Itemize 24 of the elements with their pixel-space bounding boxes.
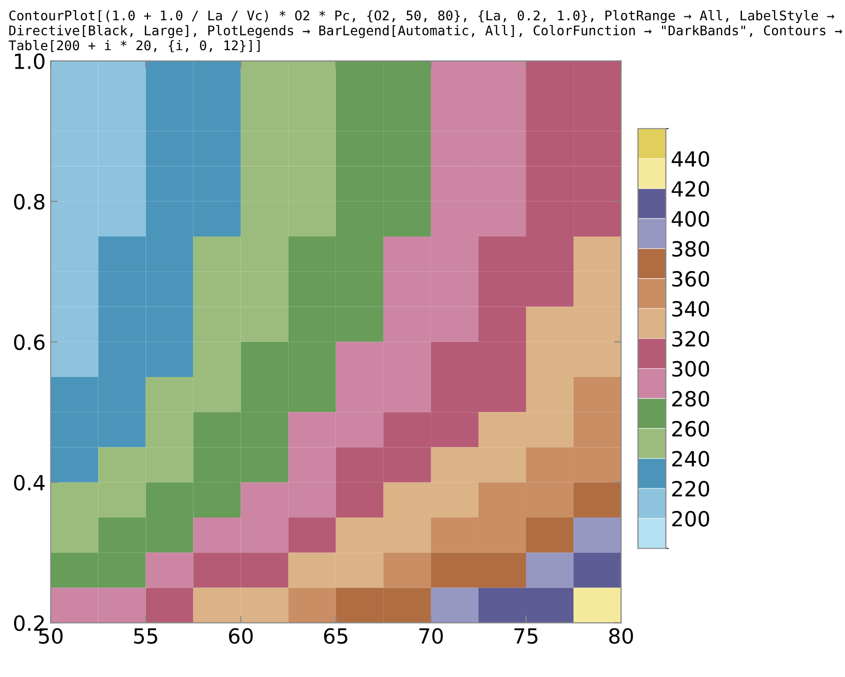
x-tick-label: 70 [419,628,443,644]
y-tick-label: 0.6 [14,334,45,350]
color-bar-label: 340 [672,300,710,317]
color-bar-label: 260 [672,420,710,437]
color-bar-label: 440 [672,151,710,167]
y-tick-label: 1.0 [14,53,44,70]
color-bar-label: 380 [672,241,710,257]
y-tick-label: 0.4 [14,474,45,491]
color-bar-label: 240 [672,450,710,467]
x-tick-label: 55 [134,628,158,644]
x-tick-label: 65 [324,628,348,644]
color-bar-label: 300 [672,360,710,377]
x-tick-label: 80 [609,628,633,644]
y-tick-label: 0.8 [14,194,44,210]
x-tick-label: 75 [514,628,538,644]
color-bar-label: 200 [672,510,710,527]
color-bar-label: 420 [672,181,710,197]
color-bar-label: 320 [672,330,710,347]
chart-title: ContourPlot[(1.0 + 1.0 / La / Vc) * O2 * Pc, {O2, 50, 80}, {La, 0.2, 1.0}, PlotRange → All, LabelStyle → Directive[Black, Large], PlotLegends → BarLegend[Automatic, All], ColorFunction → "DarkBands", Contours → Table[200 + i * 20, {i, 0, 12}]] [8,10,842,52]
x-tick-label: 60 [229,628,253,644]
color-bar-label: 280 [672,390,710,407]
color-bar-label: 360 [672,270,710,287]
color-bar-label: 220 [672,480,710,497]
color-bar-label: 400 [672,211,710,227]
